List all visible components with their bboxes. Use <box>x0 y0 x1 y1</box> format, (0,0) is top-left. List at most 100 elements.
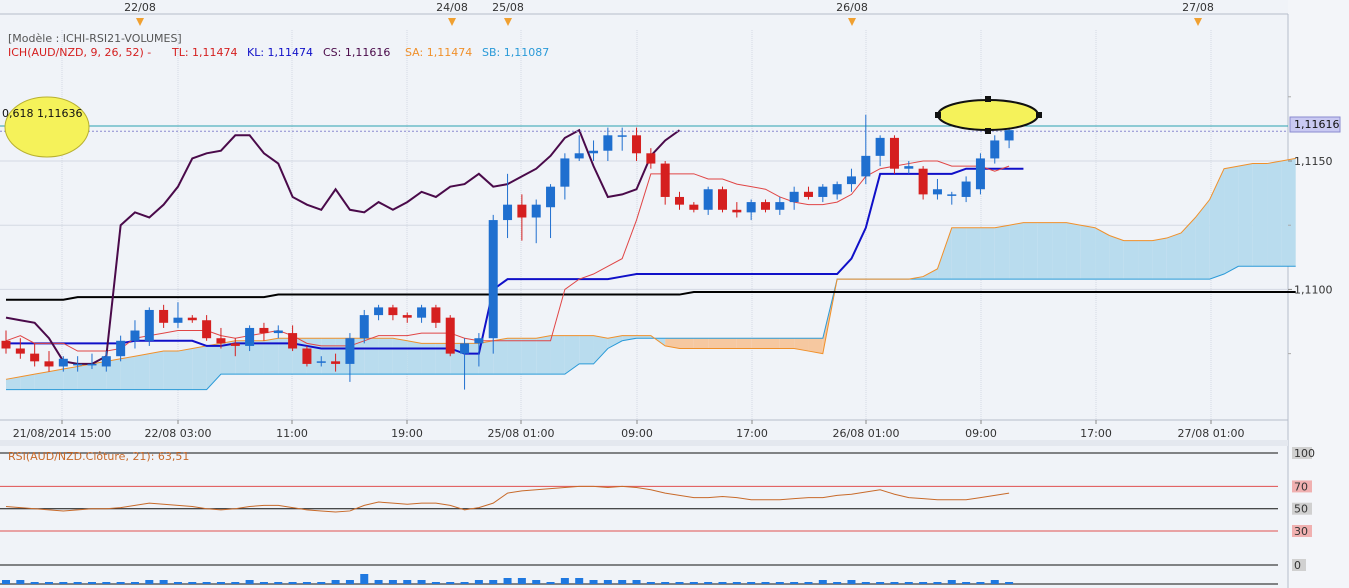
cloud-segment <box>579 335 594 364</box>
volume-bar <box>44 582 53 584</box>
top-date-marker-icon <box>848 18 856 26</box>
ellipse-handle-bottom[interactable] <box>985 128 991 134</box>
candle-body <box>44 361 54 367</box>
chikou-line <box>5 128 681 365</box>
candle-body <box>918 168 928 195</box>
ellipse-handle-left[interactable] <box>935 112 941 118</box>
current-price-badge <box>1289 116 1341 133</box>
rsi-level-label: 70 <box>1294 480 1308 493</box>
cloud-segment <box>808 338 823 354</box>
candle-body <box>474 338 484 344</box>
candle-body <box>460 343 470 354</box>
cloud-segment <box>134 353 150 390</box>
volume-bar <box>460 582 469 584</box>
cloud-segment <box>1252 163 1268 267</box>
candle-body <box>775 202 785 210</box>
volume-bar <box>87 582 96 584</box>
candle-body <box>703 189 713 210</box>
y-axis-label: 1,1100 <box>1294 283 1333 296</box>
cloud-segment <box>564 335 580 375</box>
candle-body <box>316 361 326 363</box>
candle-body <box>904 166 914 169</box>
cloud-segment <box>392 338 408 375</box>
top-date-label: 24/08 <box>436 1 468 14</box>
x-axis-label: 26/08 01:00 <box>833 427 900 440</box>
candle-body <box>202 320 212 339</box>
candle-body <box>546 186 556 208</box>
rsi-level-badge <box>1292 480 1312 493</box>
volume-bar <box>503 578 512 584</box>
cloud-segment <box>249 340 264 375</box>
volume-bar <box>704 582 713 584</box>
volume-bar <box>646 582 655 584</box>
volume-bar <box>890 582 899 584</box>
rsi-level-badge <box>1292 447 1312 459</box>
cloud-segment <box>980 227 995 280</box>
candle-body <box>760 202 770 210</box>
volume-bar <box>1005 582 1014 584</box>
cloud-segment <box>1080 225 1096 280</box>
top-date-markers: 22/08 24/08 25/08 26/08 27/08 <box>124 1 1214 26</box>
fib-highlight-ellipse[interactable] <box>4 96 90 158</box>
candle-body <box>560 158 570 187</box>
cloud-segment <box>1009 222 1024 280</box>
ichimoku-cloud <box>6 158 1296 390</box>
volume-bar <box>732 582 741 584</box>
candle-body <box>488 220 498 339</box>
cloud-segment <box>622 335 637 341</box>
volume-bar <box>947 580 956 584</box>
cloud-segment <box>593 335 608 364</box>
rsi-level-badge <box>1292 525 1312 537</box>
cloud-segment <box>736 338 752 349</box>
cloud-segment <box>507 338 522 375</box>
volume-bar <box>919 582 928 584</box>
ellipse-handle-right[interactable] <box>1036 112 1042 118</box>
cloud-segment <box>91 361 107 390</box>
cloud-segment <box>493 338 508 375</box>
volume-bar <box>73 582 82 584</box>
price-highlight-ellipse[interactable] <box>937 99 1039 131</box>
cloud-segment <box>1109 235 1124 280</box>
cloud-segment <box>1037 222 1053 280</box>
volume-bar <box>790 582 799 584</box>
candle-body <box>660 163 670 197</box>
volume-bar <box>188 582 197 584</box>
candle-body <box>718 189 727 210</box>
cloud-segment <box>1023 222 1038 280</box>
candle-body <box>445 317 455 354</box>
candle-body <box>503 204 513 221</box>
x-axis-label: 09:00 <box>965 427 997 440</box>
ellipse-handle-top[interactable] <box>985 96 991 102</box>
volume-bar <box>575 578 584 584</box>
cloud-segment <box>192 345 207 390</box>
cloud-segment <box>1052 222 1067 280</box>
candle-body <box>402 315 412 318</box>
volume-bar <box>360 574 369 584</box>
volume-bar <box>431 582 440 584</box>
fib-label: 0,618 1,11636 <box>2 107 82 120</box>
moving-average-line <box>6 290 1296 301</box>
cloud-segment <box>1209 168 1225 280</box>
volume-bar <box>59 582 68 584</box>
volume-bar <box>130 582 139 584</box>
cloud-segment <box>779 338 795 349</box>
volume-bar <box>818 580 827 584</box>
volume-bar <box>288 582 297 584</box>
candle-body <box>417 307 427 318</box>
candle-body <box>875 137 885 156</box>
top-date-marker-icon <box>504 18 512 26</box>
candle-body <box>789 191 799 203</box>
volume-bar <box>345 580 354 584</box>
candle-body <box>832 184 842 195</box>
x-axis-label: 09:00 <box>621 427 653 440</box>
candle-body <box>732 209 742 213</box>
cloud-segment <box>1095 227 1110 280</box>
legend-sa: SA: 1,11474 <box>405 46 472 59</box>
x-axis-label: 19:00 <box>391 427 423 440</box>
x-axis-label: 17:00 <box>736 427 768 440</box>
volume-bar <box>489 580 498 584</box>
top-date-label: 27/08 <box>1182 1 1214 14</box>
volume-level-badge <box>1292 559 1306 571</box>
volume-bar <box>747 582 756 584</box>
cloud-segment <box>636 335 651 339</box>
